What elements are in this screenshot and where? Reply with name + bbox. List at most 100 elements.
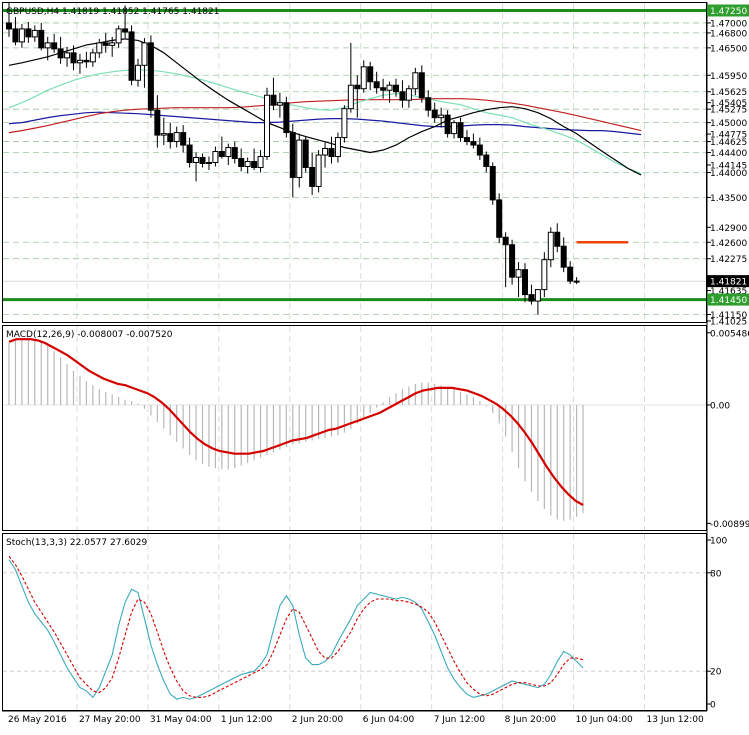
bear-candle — [418, 72, 425, 99]
time-axis-label: 1 Jun 12:00 — [221, 715, 273, 725]
ma-red-line — [8, 98, 642, 134]
time-axis-label: 7 Jun 12:00 — [434, 715, 486, 725]
price-tick-halo: 1.42900 — [710, 224, 747, 234]
bull-candle — [205, 162, 212, 164]
bear-candle — [470, 141, 477, 146]
bear-candle — [463, 137, 470, 143]
macd-series: 0.005486 0.00 -0.008997 — [3, 329, 749, 530]
bear-candle — [302, 139, 309, 168]
bear-candle — [354, 84, 361, 90]
bear-candle — [380, 87, 387, 91]
price-tick-halo: 1.45000 — [710, 119, 747, 129]
bull-candle — [412, 72, 419, 90]
bear-candle — [373, 81, 380, 89]
vertical-grid — [76, 3, 645, 710]
macd-tick-label: -0.008997 — [710, 520, 749, 530]
ma-slow-line — [8, 69, 642, 175]
bull-candle — [334, 137, 341, 158]
bear-candle — [38, 29, 45, 49]
bull-candle — [296, 139, 303, 178]
price-tick-halo: 1.46800 — [710, 29, 747, 39]
macd-panel[interactable] — [2, 325, 707, 531]
price-tick-halo: 1.44145 — [710, 161, 747, 171]
bear-candle — [25, 28, 32, 38]
bear-candle — [231, 147, 238, 160]
bear-candle — [367, 66, 374, 83]
price-tick-halo: 1.45950 — [710, 72, 747, 82]
bull-candle — [109, 42, 116, 46]
macd-panel-title: MACD(12,26,9) -0.008007 -0.007520 — [6, 330, 173, 340]
price-levels — [3, 8, 706, 315]
stoch-panel[interactable] — [2, 533, 707, 711]
current-price-tag — [707, 275, 749, 288]
time-axis-label: 27 May 20:00 — [79, 715, 141, 725]
bull-candle — [405, 88, 412, 101]
moving-averages — [8, 38, 642, 176]
bear-candle — [6, 22, 12, 30]
bull-candle — [96, 42, 103, 54]
key-level-label: 1.47250 — [710, 7, 747, 17]
time-axis-label: 8 Jun 20:00 — [505, 715, 557, 725]
price-tick-halo: 1.45405 — [710, 99, 747, 109]
bear-candle — [502, 236, 509, 246]
price-tick-halo: 1.44000 — [710, 169, 747, 179]
price-tick-halo: 1.44400 — [710, 149, 747, 159]
bear-candle — [567, 266, 574, 282]
bear-candle — [309, 166, 316, 187]
key-level-label: 1.41450 — [710, 296, 747, 306]
bear-candle — [154, 109, 161, 136]
bear-candle — [496, 199, 503, 238]
bear-candle — [270, 94, 277, 106]
bear-candle — [83, 59, 90, 63]
bull-candle — [341, 108, 348, 139]
ma-fast-line — [8, 38, 642, 176]
bull-candle — [160, 133, 167, 136]
time-axis-label: 6 Jun 04:00 — [363, 715, 415, 725]
bull-candle — [225, 147, 232, 158]
stoch-signal-line — [8, 556, 584, 698]
time-axis-label: 13 Jun 12:00 — [647, 715, 704, 725]
macd-tick-label: 0.00 — [710, 401, 730, 411]
bear-candle — [238, 158, 245, 167]
bear-candle — [70, 52, 77, 64]
key-level-tag — [707, 4, 749, 17]
bear-candle — [476, 144, 483, 156]
price-tick-halo: 1.42275 — [710, 255, 747, 265]
price-tick-halo: 1.45625 — [710, 88, 747, 98]
time-axis-labels: 26 May 2016 27 May 20:00 31 May 04:00 1 Jun… — [8, 715, 704, 725]
price-tick-halo: 1.45275 — [710, 106, 747, 116]
time-axis-label: 10 Jun 04:00 — [576, 715, 633, 725]
bear-candle — [102, 42, 109, 46]
price-panel[interactable] — [2, 2, 707, 323]
price-tick-halo: 1.41150 — [710, 311, 747, 321]
bear-candle — [528, 294, 535, 302]
bear-candle — [431, 109, 438, 119]
bear-candle — [186, 144, 193, 163]
bear-candle — [122, 28, 129, 33]
bear-candle — [560, 245, 567, 268]
bull-candle — [141, 42, 148, 66]
key-level-tag — [707, 293, 749, 306]
bull-candle — [76, 59, 83, 64]
bear-candle — [399, 91, 406, 101]
bear-candle — [328, 148, 335, 158]
bull-candle — [135, 64, 141, 81]
bear-candle — [483, 154, 490, 167]
stoch-main-line — [8, 559, 584, 700]
stoch-tick-label: 0 — [710, 701, 716, 711]
bear-candle — [522, 269, 528, 296]
bull-candle — [386, 84, 393, 91]
bull-candle — [44, 42, 51, 49]
bull-candle — [322, 148, 329, 156]
stoch-tick-label: 100 — [710, 537, 727, 547]
bear-candle — [218, 151, 225, 158]
bear-candle — [12, 28, 19, 43]
time-axis-label: 31 May 04:00 — [150, 715, 212, 725]
bear-candle — [147, 42, 154, 111]
bull-candle — [347, 84, 354, 110]
time-axis-label: 2 Jun 20:00 — [292, 715, 344, 725]
bear-candle — [180, 132, 187, 146]
bull-candle — [264, 94, 270, 158]
